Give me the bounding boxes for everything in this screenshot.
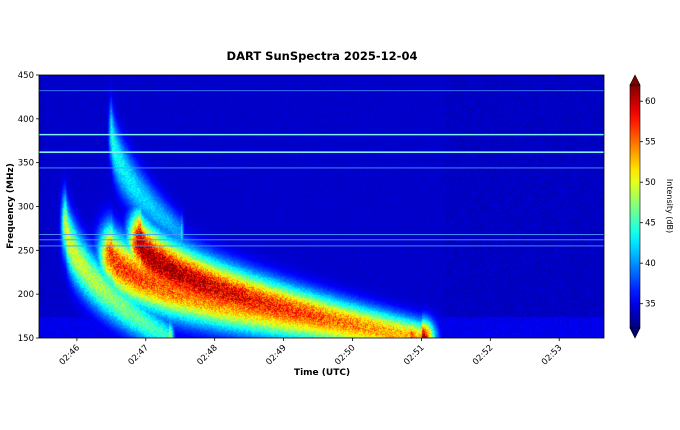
x-tick-label: 02:51 — [402, 343, 426, 367]
x-tick-label: 02:52 — [471, 343, 495, 367]
colorbar-label: Intensity (dB) — [665, 179, 674, 233]
x-tick-label: 02:53 — [540, 343, 564, 367]
colorbar-extend-top — [629, 74, 641, 86]
x-tick-label: 02:46 — [58, 343, 82, 367]
y-axis-label: Frequency (MHz) — [6, 163, 16, 249]
spectrogram-heatmap — [39, 75, 604, 338]
colorbar-extend-bottom — [629, 327, 641, 339]
x-axis: 02:46 02:47 02:48 02:49 02:50 02:51 02:52 02:53 — [58, 338, 564, 367]
y-tick-label: 300 — [18, 203, 34, 213]
x-axis-label: Time (UTC) — [294, 368, 350, 378]
y-tick-label: 250 — [18, 246, 34, 256]
spectrogram-image-holder — [39, 75, 604, 338]
colorbar-ramp — [630, 85, 640, 328]
interference-lines — [39, 90, 604, 247]
colorbar-tick-label: 50 — [645, 178, 656, 188]
colorbar-tick-label: 60 — [645, 97, 656, 107]
chart-title: DART SunSpectra 2025-12-04 — [227, 49, 418, 63]
colorbar-tick-label: 45 — [645, 219, 656, 229]
colorbar-frame — [629, 84, 641, 329]
x-tick-label: 02:49 — [264, 343, 288, 367]
y-tick-label: 150 — [18, 334, 34, 344]
y-axis: 150 200 250 300 350 400 450 — [18, 71, 39, 344]
y-tick-label: 450 — [18, 71, 34, 81]
colorbar-tick-label: 40 — [645, 259, 656, 269]
y-tick-label: 350 — [18, 159, 34, 169]
x-tick-label: 02:48 — [195, 343, 219, 367]
colorbar-tick-label: 35 — [645, 300, 656, 310]
colorbar: 35 40 45 50 55 60 — [629, 74, 656, 339]
colorbar-tick-label: 55 — [645, 138, 656, 148]
y-tick-label: 400 — [18, 115, 34, 125]
x-tick-label: 02:47 — [127, 343, 151, 367]
y-tick-label: 200 — [18, 290, 34, 300]
x-tick-label: 02:50 — [333, 343, 357, 367]
